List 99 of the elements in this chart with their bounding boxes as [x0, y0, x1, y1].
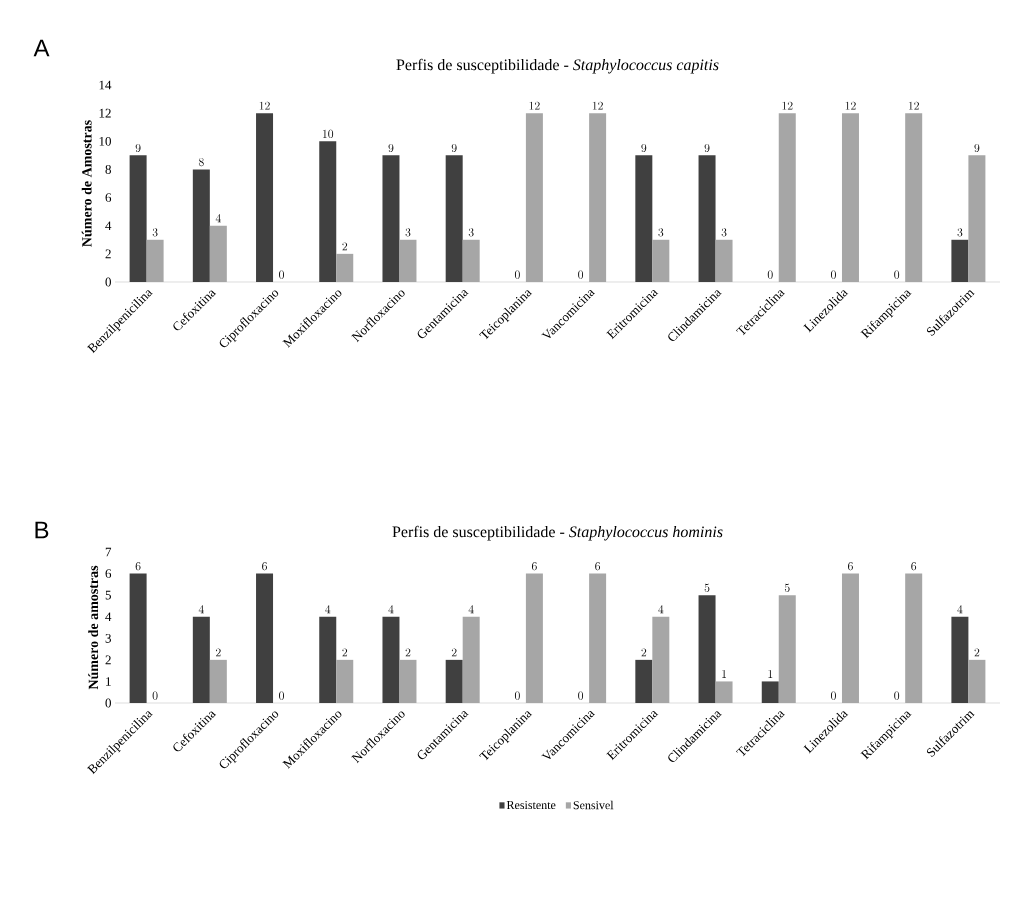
data-label: 2	[974, 648, 980, 657]
data-label: 3	[658, 228, 664, 237]
data-label: 12	[592, 101, 603, 110]
data-label: 0	[894, 691, 900, 700]
data-label: 4	[468, 605, 474, 614]
data-label: 6	[911, 562, 917, 571]
bar	[635, 659, 653, 703]
y-tick-label: 12	[99, 108, 111, 118]
data-label: 12	[845, 101, 856, 110]
bar	[256, 573, 274, 703]
y-axis-title: Número de Amostras	[81, 120, 92, 247]
bar	[129, 573, 147, 703]
bar	[319, 141, 337, 282]
data-label: 6	[595, 562, 601, 571]
bar	[698, 595, 716, 703]
data-label: 9	[641, 143, 647, 153]
y-tick-label: 4	[105, 612, 112, 621]
data-label: 0	[514, 691, 520, 700]
data-label: 0	[831, 691, 836, 700]
data-label: 2	[215, 648, 221, 657]
y-tick-label: 3	[105, 633, 111, 643]
y-tick-label: 0	[105, 277, 111, 287]
y-tick-label: 10	[99, 136, 111, 146]
data-label: 8	[198, 157, 204, 167]
data-label: 4	[658, 605, 664, 614]
data-label: 2	[405, 648, 411, 657]
chart-title: Perfis de susceptibilidade - Staphylococcus capitis	[396, 58, 719, 74]
y-axis-title: Número de amostras	[88, 565, 99, 690]
data-label: 9	[704, 143, 710, 153]
y-tick-label: 6	[105, 569, 112, 578]
y-tick-label: 1	[106, 677, 111, 686]
bar	[761, 681, 779, 703]
data-label: 10	[322, 129, 334, 139]
bar	[192, 616, 210, 703]
legend-label: Sensivel	[573, 800, 614, 810]
data-label: 3	[152, 228, 158, 237]
bar	[635, 155, 653, 282]
text: B	[35, 521, 49, 539]
y-tick-label: 5	[105, 590, 111, 600]
data-label: 6	[135, 562, 141, 571]
bar	[698, 155, 716, 282]
data-label: 6	[531, 562, 537, 571]
data-label: 2	[641, 648, 647, 657]
bar	[382, 616, 400, 703]
y-tick-label: 8	[105, 165, 111, 174]
data-label: 5	[784, 583, 790, 592]
data-label: 4	[198, 605, 204, 614]
data-label: 0	[279, 691, 284, 700]
y-tick-label: 6	[105, 193, 112, 202]
y-tick-label: 4	[105, 221, 112, 230]
data-label: 4	[325, 605, 331, 614]
data-label: 0	[152, 691, 158, 700]
bar	[951, 616, 969, 703]
bar	[445, 155, 463, 282]
data-label: 1	[722, 669, 727, 678]
data-label: 2	[342, 242, 348, 251]
data-label: 5	[704, 583, 710, 592]
data-label: 9	[388, 143, 394, 153]
data-label: 1	[768, 669, 773, 678]
bar	[951, 239, 969, 282]
y-tick-label: 2	[105, 249, 111, 259]
data-label: 2	[451, 648, 457, 657]
bar	[319, 616, 337, 703]
y-tick-label: 14	[99, 80, 112, 90]
y-tick-label: 0	[105, 698, 111, 708]
data-label: 0	[578, 270, 584, 279]
y-tick-label: 7	[105, 547, 112, 557]
data-label: 12	[908, 101, 919, 110]
data-label: 0	[279, 270, 284, 279]
chart-title: Perfis de susceptibilidade - Staphylococcus hominis	[392, 525, 723, 541]
data-label: 9	[451, 143, 457, 153]
data-label: 0	[578, 691, 584, 700]
data-label: 9	[135, 143, 141, 153]
data-label: 12	[529, 101, 540, 110]
data-label: 0	[894, 270, 900, 279]
data-label: 6	[848, 562, 853, 571]
data-label: 0	[514, 270, 520, 279]
text: A	[33, 39, 50, 57]
data-label: 3	[721, 228, 727, 237]
data-label: 0	[831, 270, 836, 279]
data-label: 2	[342, 648, 348, 657]
bar	[382, 155, 400, 282]
data-label: 0	[767, 270, 773, 279]
bar	[445, 659, 463, 703]
data-label: 12	[782, 101, 793, 110]
data-label: 3	[468, 228, 474, 237]
data-label: 6	[262, 562, 267, 571]
data-label: 3	[405, 228, 411, 237]
data-label: 4	[215, 214, 221, 223]
bar	[129, 155, 147, 282]
legend-label: Resistente	[506, 800, 556, 810]
data-label: 3	[957, 228, 963, 237]
data-label: 9	[974, 143, 980, 153]
y-tick-label: 2	[105, 655, 111, 665]
data-label: 4	[957, 605, 963, 614]
data-label: 4	[388, 605, 394, 614]
bar	[256, 113, 274, 282]
bar	[192, 169, 210, 282]
data-label: 12	[259, 101, 270, 110]
